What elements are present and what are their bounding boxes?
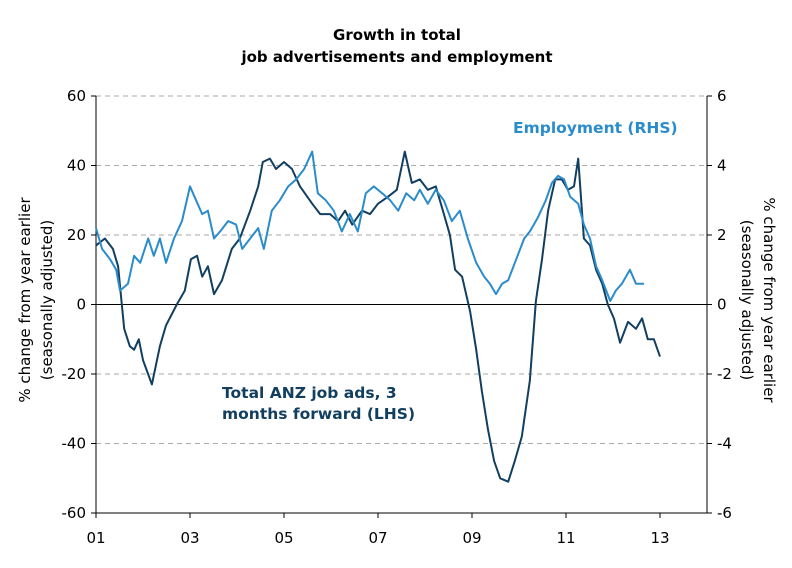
y-tick-label: -20 (62, 365, 87, 383)
series-label: Employment (RHS) (513, 119, 678, 137)
y2-tick-label: 4 (717, 157, 727, 175)
y2-tick-label: 6 (717, 87, 727, 105)
x-tick-label: 07 (368, 529, 387, 547)
y-tick-label: 40 (67, 157, 86, 175)
y-tick-label: 0 (76, 296, 86, 314)
x-tick-label: 11 (556, 529, 575, 547)
y2-tick-label: -2 (717, 365, 732, 383)
series-line (95, 150, 661, 483)
y2-axis-label: (seasonally adjusted) (738, 220, 756, 380)
y-axis-label: (seasonally adjusted) (38, 220, 56, 380)
y-tick-label: 20 (67, 226, 86, 244)
series-label: Total ANZ job ads, 3 months forward (LHS… (222, 384, 416, 423)
y2-tick-label: -4 (717, 435, 732, 453)
chart-title: Growth in total (333, 26, 461, 44)
series-line (95, 150, 644, 302)
y2-tick-label: 0 (717, 296, 727, 314)
x-tick-label: 03 (180, 529, 199, 547)
x-tick-label: 09 (462, 529, 481, 547)
y-axis-label: % change from year earlier (16, 197, 34, 403)
chart-title: job advertisements and employment (240, 48, 552, 66)
y2-tick-label: -6 (717, 504, 732, 522)
y-tick-label: 60 (67, 87, 86, 105)
x-tick-label: 05 (274, 529, 293, 547)
y2-tick-label: 2 (717, 226, 727, 244)
x-tick-label: 01 (86, 529, 105, 547)
x-tick-label: 13 (650, 529, 669, 547)
y-tick-label: -40 (62, 435, 87, 453)
y-tick-label: -60 (62, 504, 87, 522)
y2-axis-label: % change from year earlier (760, 197, 778, 403)
